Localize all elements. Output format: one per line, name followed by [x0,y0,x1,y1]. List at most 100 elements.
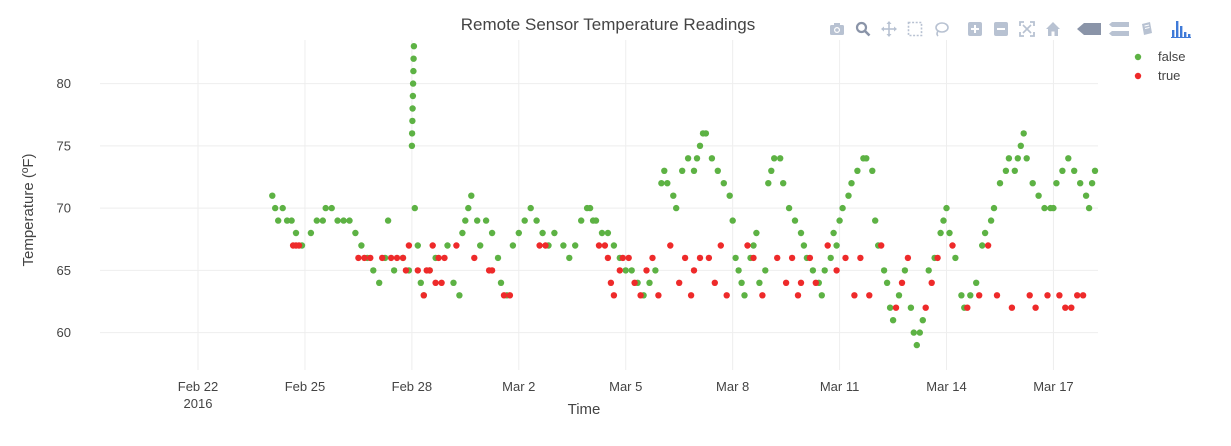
data-point-false [509,242,517,249]
data-point-false [702,130,710,137]
data-point-false [610,242,618,249]
data-point-true [705,254,713,262]
legend-item-true[interactable]: true [1134,68,1181,83]
data-point-false [465,204,472,212]
data-point-false [679,167,686,174]
data-point-false [334,217,341,224]
data-point-true [601,242,609,249]
data-point-false [809,267,817,274]
data-point-false [836,217,843,224]
data-point-false [352,229,359,237]
data-point-false [408,142,416,149]
data-point-false [477,242,484,249]
data-point-false [735,267,742,274]
pan-icon[interactable] [878,18,900,40]
data-point-true [506,292,514,299]
data-point-false [889,317,897,324]
data-point-true [842,254,849,262]
legend-marker-true [1134,72,1142,80]
data-point-false [990,204,998,212]
data-point-true [655,292,662,299]
data-point-true [295,242,303,249]
data-point-false [497,279,505,286]
data-point-true [934,254,941,262]
data-point-true [438,279,445,286]
data-point-false [1082,192,1090,199]
hover-closest-icon[interactable] [1076,18,1102,40]
hover-compare-icon[interactable] [1106,18,1132,40]
data-point-false [272,204,279,212]
data-point-false [598,229,606,237]
data-point-true [806,254,814,262]
toggle-spikelines-icon[interactable] [1136,18,1158,40]
data-point-false [417,279,424,286]
data-point-true [379,254,386,262]
zoom-out-icon[interactable] [990,18,1012,40]
legend-label-true: true [1158,68,1180,83]
y-tick-label: 70 [57,201,71,216]
zoom-icon[interactable] [852,18,874,40]
legend-marker-false [1134,53,1142,61]
x-axis-ticks: Feb 22 2016 Feb 25 Feb 28 Mar 2 Mar 5 Mar 8 Mar… [178,379,1074,411]
legend-label-false: false [1158,49,1185,64]
data-point-true [1032,304,1039,311]
data-point-true [631,279,638,286]
plotly-logo-icon[interactable] [1170,18,1192,40]
data-point-false [913,341,920,349]
data-point-false [958,292,965,299]
autoscale-icon[interactable] [1016,18,1038,40]
lasso-icon[interactable] [930,18,952,40]
data-point-true [1062,304,1069,311]
data-point-false [658,180,665,187]
x-tick-label: Mar 14 [926,379,966,394]
data-point-true [432,279,439,286]
x-tick-label: Mar 8 [716,379,749,394]
data-point-false [494,254,502,262]
data-point-true [892,304,900,311]
data-point-true [759,292,766,299]
data-point-false [319,217,326,224]
data-point-false [288,217,295,224]
zoom-in-icon[interactable] [964,18,986,40]
chart-title: Remote Sensor Temperature Readings [461,15,756,34]
data-point-false [586,204,594,212]
camera-icon[interactable] [826,18,848,40]
data-point-false [946,229,953,237]
reset-axes-icon[interactable] [1042,18,1064,40]
data-point-false [1071,167,1078,174]
data-point-true [851,292,858,299]
data-point-false [1011,167,1018,174]
data-point-false [533,217,540,224]
data-point-false [292,229,300,237]
x-tick-label: Mar 5 [609,379,642,394]
data-point-false [780,180,787,187]
data-point-false [468,192,475,199]
data-point-true [367,254,374,262]
data-point-true [1008,304,1016,311]
data-point-false [560,242,567,249]
data-point-false [916,329,923,336]
data-point-false [269,192,276,199]
data-point-true [387,254,395,262]
data-point-false [409,92,417,100]
data-point-false [910,329,917,336]
data-point-false [622,267,629,274]
data-point-false [566,254,573,262]
data-point-false [684,155,692,162]
data-point-true [928,279,935,286]
data-point-false [827,254,834,262]
data-point-false [409,105,416,112]
x-tick-label: Feb 25 [285,379,325,394]
data-point-false [340,217,347,224]
legend-item-false[interactable]: false [1134,49,1186,64]
box-select-icon[interactable] [904,18,926,40]
data-point-false [901,267,909,274]
data-point-false [462,217,469,224]
y-tick-label: 65 [57,263,71,278]
data-point-false [539,229,546,237]
data-point-false [738,279,745,286]
data-point-true [471,254,478,262]
data-point-true [616,267,623,274]
data-point-false [578,217,585,224]
data-point-false [848,180,855,187]
